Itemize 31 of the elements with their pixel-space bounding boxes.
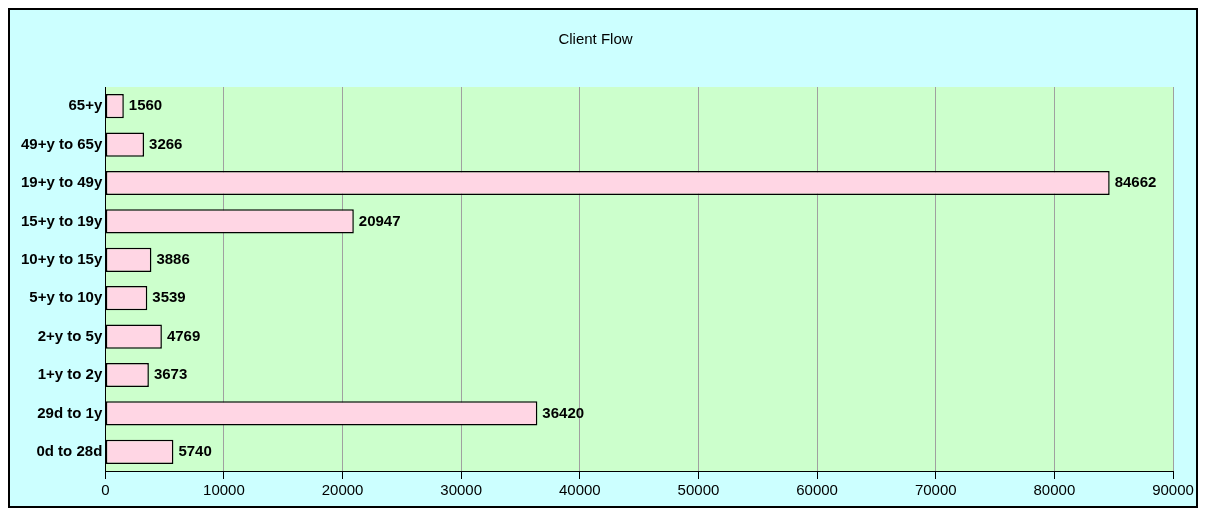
data-label: 84662 — [1114, 173, 1157, 191]
x-tick-label: 50000 — [677, 481, 720, 499]
y-tick-label: 15+y to 19y — [20, 211, 103, 229]
x-tick-label: 80000 — [1033, 481, 1076, 499]
data-label: 20947 — [358, 211, 401, 229]
x-tick-label: 10000 — [203, 481, 245, 499]
data-label: 3266 — [149, 134, 183, 152]
data-label: 3673 — [153, 365, 188, 383]
y-tick-label: 0d to 28d — [36, 441, 103, 459]
data-label: 3886 — [156, 249, 190, 267]
y-tick-label: 49+y to 65y — [20, 134, 103, 152]
x-tick-label: 90000 — [1152, 481, 1194, 499]
data-label: 36420 — [542, 403, 585, 421]
y-tick-label: 10+y to 15y — [20, 249, 103, 267]
y-tick-label: 19+y to 49y — [20, 173, 103, 191]
x-tick-label: 60000 — [796, 481, 838, 499]
x-tick-label: 0 — [101, 481, 110, 499]
y-tick-label: 65+y — [68, 96, 103, 114]
x-tick-label: 70000 — [914, 481, 957, 499]
y-tick-label: 2+y to 5y — [37, 326, 103, 344]
data-label: 5740 — [178, 441, 212, 459]
chart-title: Client Flow — [558, 30, 633, 48]
data-label: 4769 — [166, 326, 201, 344]
x-tick-label: 20000 — [321, 481, 364, 499]
x-tick-label: 30000 — [440, 481, 483, 499]
y-tick-label: 5+y to 10y — [29, 288, 103, 306]
data-label: 1560 — [128, 96, 163, 114]
data-label: 3539 — [152, 288, 186, 306]
y-tick-label: 1+y to 2y — [37, 365, 103, 383]
y-tick-label: 29d to 1y — [37, 403, 103, 421]
x-tick-label: 40000 — [558, 481, 601, 499]
